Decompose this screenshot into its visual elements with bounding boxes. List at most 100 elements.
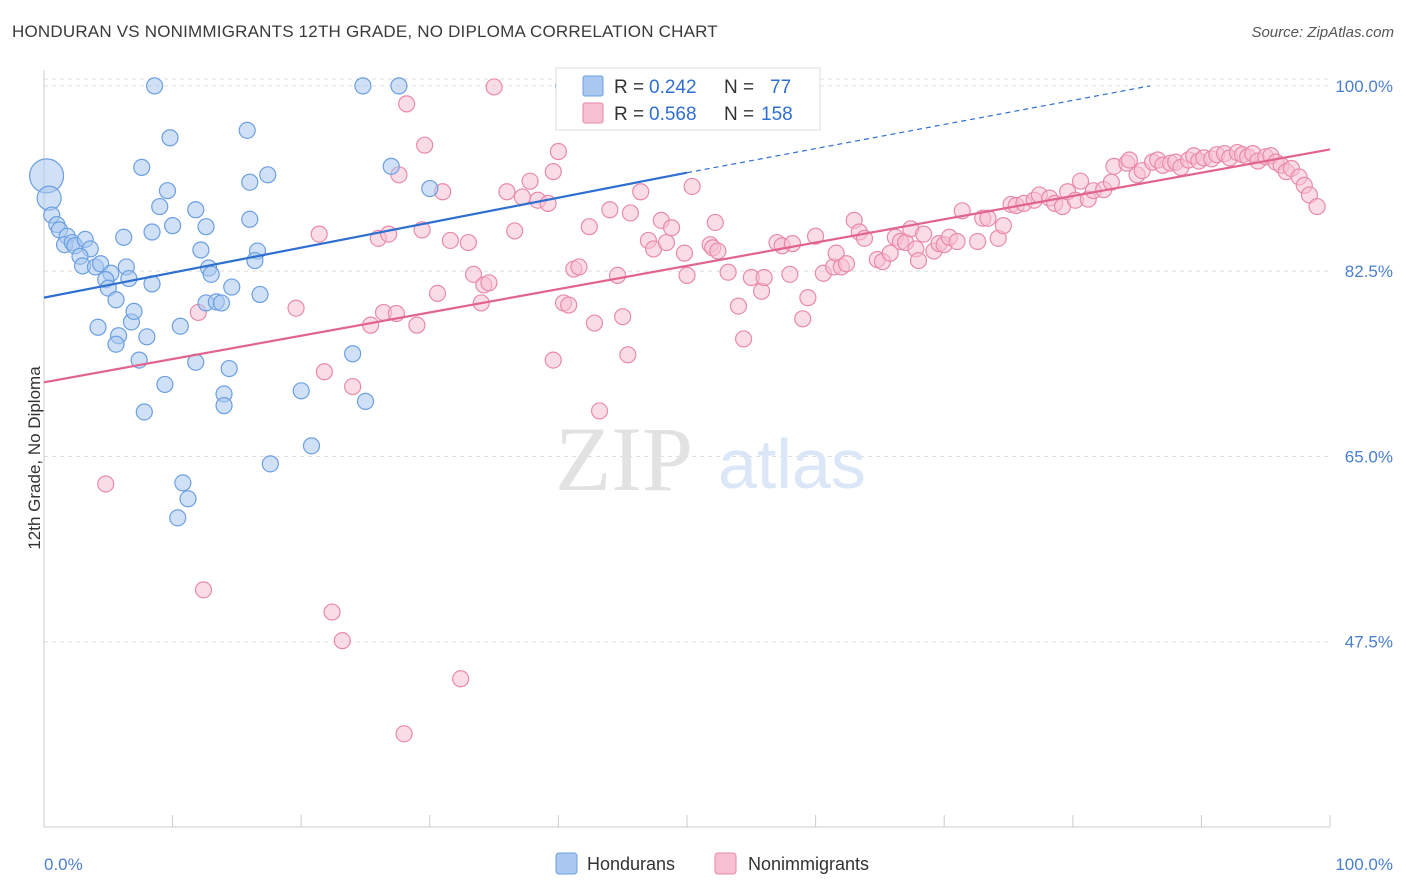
nonimmigrant-point bbox=[464, 265, 483, 283]
nonimmigrant-point bbox=[675, 244, 694, 262]
nonimmigrant-point bbox=[315, 363, 333, 381]
honduran-point bbox=[302, 437, 321, 455]
nonimmigrant-point bbox=[662, 219, 681, 237]
y-tick-label: 100.0% bbox=[1335, 77, 1393, 96]
nonimmigrant-point bbox=[549, 142, 568, 161]
legend-n-nonimmigrants: 158 bbox=[761, 104, 793, 125]
nonimmigrant-point bbox=[881, 244, 899, 262]
honduran-point bbox=[107, 291, 125, 309]
nonimmigrant-point bbox=[683, 177, 701, 196]
honduran-point bbox=[179, 490, 197, 508]
legend-r-label-2: R = bbox=[614, 104, 644, 125]
bottom-legend: Hondurans Nonimmigrants bbox=[555, 852, 869, 875]
nonimmigrant-point bbox=[428, 284, 447, 302]
honduran-point bbox=[390, 77, 408, 95]
nonimmigrant-point bbox=[755, 268, 773, 287]
nonimmigrant-point bbox=[498, 183, 516, 201]
nonimmigrant-point bbox=[969, 232, 987, 251]
nonimmigrant-point bbox=[194, 581, 213, 599]
nonimmigrant-point bbox=[452, 670, 470, 688]
honduran-point bbox=[164, 217, 182, 235]
nonimmigrant-point bbox=[979, 209, 997, 227]
bottom-legend-swatch-nonimmigrants bbox=[714, 852, 737, 875]
honduran-point bbox=[151, 197, 169, 216]
nonimmigrant-point bbox=[580, 218, 598, 236]
nonimmigrant-point bbox=[608, 266, 627, 284]
hondurans-trend-line bbox=[43, 171, 688, 299]
nonimmigrant-point bbox=[729, 297, 748, 315]
honduran-point bbox=[292, 382, 310, 400]
y-tick-label: 65.0% bbox=[1345, 447, 1393, 466]
legend-n-label: N = bbox=[724, 77, 754, 98]
honduran-point bbox=[223, 278, 241, 296]
nonimmigrant-point bbox=[408, 316, 426, 334]
honduran-point bbox=[115, 228, 133, 246]
nonimmigrant-point bbox=[310, 225, 328, 243]
nonimmigrant-point bbox=[799, 289, 817, 307]
honduran-point bbox=[251, 285, 269, 304]
nonimmigrant-point bbox=[521, 172, 539, 190]
nonimmigrant-point bbox=[1120, 151, 1138, 169]
nonimmigrant-point bbox=[395, 725, 413, 743]
honduran-point bbox=[215, 397, 233, 415]
nonimmigrant-point bbox=[614, 308, 632, 326]
honduran-point bbox=[158, 182, 177, 200]
x-tick-label-max: 100.0% bbox=[1335, 855, 1393, 874]
honduran-point bbox=[344, 345, 362, 363]
nonimmigrant-point bbox=[323, 603, 341, 621]
watermark-atlas: atlas bbox=[718, 425, 866, 503]
honduran-point bbox=[238, 121, 256, 139]
legend-n-label-2: N = bbox=[724, 104, 754, 125]
nonimmigrant-point bbox=[678, 266, 696, 284]
nonimmigrant-point bbox=[416, 136, 434, 154]
honduran-point bbox=[202, 265, 220, 283]
honduran-point bbox=[135, 403, 153, 421]
honduran-point bbox=[241, 210, 259, 228]
nonimmigrant-point bbox=[480, 274, 498, 292]
nonimmigrants-trend-line bbox=[43, 148, 1331, 384]
nonimmigrant-point bbox=[1071, 172, 1090, 190]
nonimmigrant-point bbox=[794, 310, 812, 328]
nonimmigrant-point bbox=[806, 227, 825, 245]
legend-r-label: R = bbox=[614, 77, 644, 98]
nonimmigrant-point bbox=[915, 225, 933, 243]
honduran-point bbox=[171, 317, 189, 335]
nonimmigrant-point bbox=[441, 231, 459, 250]
nonimmigrant-point bbox=[287, 299, 305, 317]
legend-r-hondurans: 0.242 bbox=[649, 77, 697, 98]
honduran-point bbox=[212, 294, 231, 312]
nonimmigrant-point bbox=[544, 163, 562, 181]
nonimmigrant-point bbox=[781, 265, 799, 283]
nonimmigrant-point bbox=[837, 255, 856, 273]
honduran-point bbox=[356, 392, 375, 410]
y-tick-label: 82.5% bbox=[1345, 262, 1393, 281]
honduran-point bbox=[421, 179, 439, 198]
watermark: ZIP atlas bbox=[555, 408, 866, 510]
nonimmigrant-point bbox=[621, 204, 640, 222]
top-legend: R = 0.242 N = 77 R = 0.568 N = 158 bbox=[555, 67, 821, 131]
nonimmigrant-point bbox=[657, 233, 676, 252]
honduran-point bbox=[125, 302, 143, 320]
honduran-point bbox=[382, 157, 400, 175]
nonimmigrant-point bbox=[709, 242, 727, 260]
chart-source: Source: ZipAtlas.com bbox=[1251, 24, 1394, 41]
nonimmigrant-point bbox=[506, 222, 524, 240]
honduran-point bbox=[220, 359, 238, 378]
nonimmigrant-point bbox=[994, 217, 1012, 235]
nonimmigrant-point bbox=[97, 475, 115, 493]
legend-n-hondurans: 77 bbox=[770, 77, 791, 98]
y-tick-label: 47.5% bbox=[1345, 633, 1393, 652]
honduran-point bbox=[259, 166, 277, 184]
honduran-point bbox=[107, 335, 125, 353]
y-tick-labels: 47.5% 65.0% 82.5% 100.0% bbox=[1335, 77, 1393, 652]
honduran-point bbox=[261, 455, 279, 473]
nonimmigrant-point bbox=[719, 263, 737, 281]
nonimmigrant-point bbox=[333, 632, 351, 650]
chart-title: HONDURAN VS NONIMMIGRANTS 12TH GRADE, NO… bbox=[12, 22, 718, 41]
honduran-point bbox=[156, 375, 174, 394]
bottom-legend-swatch-hondurans bbox=[555, 852, 578, 875]
legend-swatch-nonimmigrants bbox=[582, 102, 604, 124]
nonimmigrant-point bbox=[570, 258, 588, 276]
nonimmigrant-point bbox=[619, 346, 637, 364]
